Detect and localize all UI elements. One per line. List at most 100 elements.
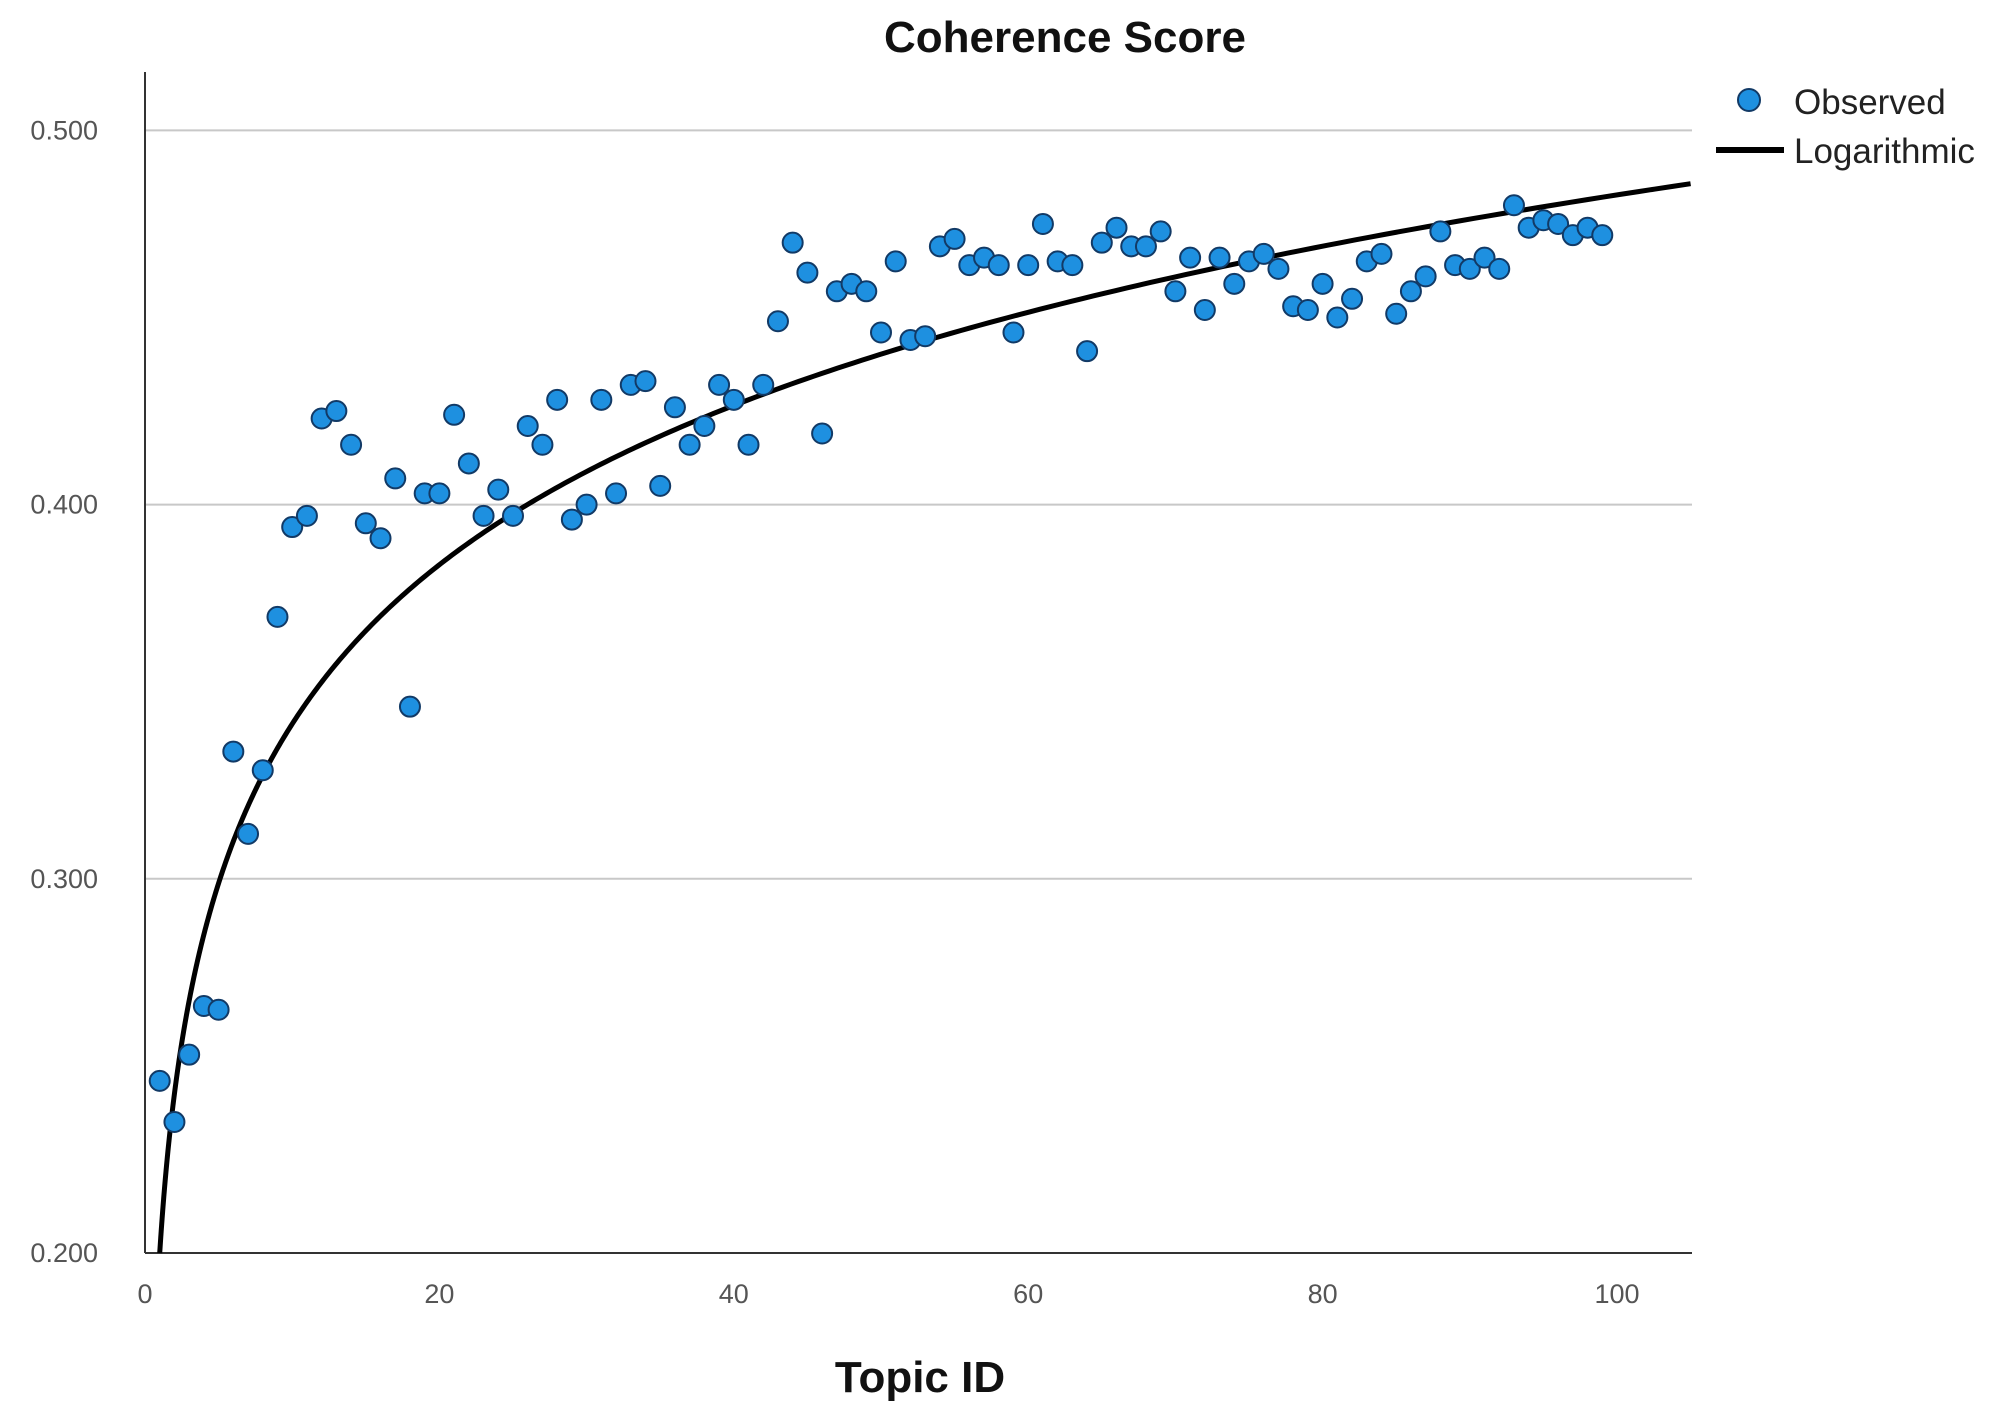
observed-point [693, 415, 716, 438]
observed-point [398, 695, 421, 718]
observed-point [1002, 321, 1025, 344]
observed-point [178, 1043, 201, 1066]
observed-point [987, 254, 1010, 277]
observed-point [369, 527, 392, 550]
observed-point [605, 482, 628, 505]
observed-point [1296, 299, 1319, 322]
observed-points [148, 194, 1614, 1134]
observed-point [796, 261, 819, 284]
observed-point [163, 1111, 186, 1134]
observed-point [1031, 212, 1054, 235]
observed-point [575, 493, 598, 516]
observed-point [1370, 242, 1393, 265]
observed-point [1502, 194, 1525, 217]
observed-point [1252, 242, 1275, 265]
observed-point [281, 516, 304, 539]
observed-point [1458, 257, 1481, 280]
observed-point [737, 433, 760, 456]
observed-point [708, 373, 731, 396]
x-tick-labels: 0 20 40 60 80 100 [137, 1279, 1639, 1309]
observed-point [855, 280, 878, 303]
observed-point [251, 759, 274, 782]
observed-point [266, 605, 289, 628]
x-tick-label: 40 [719, 1279, 749, 1309]
observed-point [1547, 212, 1570, 235]
legend: Observed Logarithmic [1716, 83, 1975, 171]
y-tick-label: 0.300 [30, 864, 98, 894]
legend-observed-label: Observed [1794, 83, 1946, 122]
observed-point [1311, 272, 1334, 295]
observed-point [1134, 235, 1157, 258]
observed-point [1414, 265, 1437, 288]
observed-point [502, 504, 524, 527]
y-tick-label: 0.500 [30, 115, 98, 145]
x-tick-label: 60 [1013, 1279, 1043, 1309]
observed-point [1591, 224, 1614, 247]
observed-point [1267, 257, 1290, 280]
observed-point [1341, 287, 1364, 310]
observed-point [752, 373, 775, 396]
observed-point [943, 227, 966, 250]
observed-point [649, 474, 672, 497]
observed-point [295, 504, 318, 527]
observed-point [237, 822, 260, 845]
logarithmic-fit-line [157, 181, 1691, 1254]
observed-point [722, 388, 745, 411]
observed-point [1076, 340, 1099, 363]
observed-point [148, 1069, 171, 1092]
observed-point [1149, 220, 1172, 243]
legend-logarithmic-label: Logarithmic [1794, 132, 1975, 171]
gridlines [145, 129, 1692, 880]
observed-point [634, 370, 657, 393]
legend-observed-marker [1737, 88, 1761, 112]
observed-point [1090, 231, 1113, 254]
observed-point [531, 433, 554, 456]
observed-point [354, 512, 377, 535]
observed-point [1223, 272, 1246, 295]
observed-point [1017, 254, 1040, 277]
observed-point [560, 508, 583, 531]
observed-point [1061, 254, 1084, 277]
observed-point [914, 325, 937, 348]
observed-point [1326, 306, 1349, 329]
observed-point [340, 433, 363, 456]
y-tick-label: 0.400 [30, 490, 98, 520]
observed-point [1179, 246, 1202, 269]
observed-point [1208, 246, 1231, 269]
observed-point [766, 310, 789, 333]
observed-point [1473, 246, 1496, 269]
observed-point [811, 422, 834, 445]
axes [144, 72, 1692, 1254]
y-tick-labels: 0.200 0.300 0.400 0.500 [30, 115, 98, 1268]
observed-point [428, 482, 451, 505]
observed-point [678, 433, 701, 456]
x-tick-label: 100 [1594, 1279, 1639, 1309]
observed-point [325, 400, 348, 423]
observed-point [1488, 257, 1511, 280]
observed-point [1164, 280, 1187, 303]
observed-point [663, 396, 686, 419]
x-tick-label: 80 [1308, 1279, 1338, 1309]
chart-title: Coherence Score [884, 13, 1246, 62]
observed-point [1193, 299, 1216, 322]
observed-point [443, 403, 466, 426]
observed-point [884, 250, 907, 273]
y-tick-label: 0.200 [30, 1238, 98, 1268]
observed-point [870, 321, 892, 344]
x-tick-label: 20 [424, 1279, 454, 1309]
observed-point [1105, 216, 1128, 239]
observed-point [1399, 280, 1422, 303]
observed-point [384, 467, 407, 490]
observed-point [781, 231, 804, 254]
observed-point [472, 504, 495, 527]
observed-point [546, 388, 569, 411]
observed-point [487, 478, 510, 501]
observed-point [457, 452, 480, 475]
observed-point [222, 740, 245, 763]
observed-point [1429, 220, 1452, 243]
x-tick-label: 0 [137, 1279, 152, 1309]
observed-point [1385, 302, 1408, 325]
observed-point [516, 415, 539, 438]
x-axis-label: Topic ID [835, 1353, 1005, 1402]
